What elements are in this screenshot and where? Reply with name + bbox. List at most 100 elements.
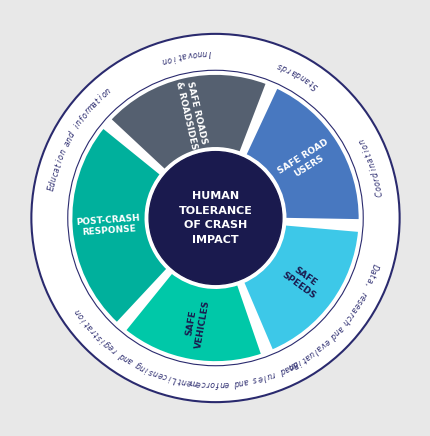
Text: o: o bbox=[290, 358, 299, 368]
Text: a: a bbox=[348, 305, 358, 314]
Text: s: s bbox=[95, 333, 104, 342]
Text: r: r bbox=[206, 379, 209, 388]
Circle shape bbox=[31, 34, 399, 402]
Text: SAFE ROAD
USERS: SAFE ROAD USERS bbox=[276, 137, 335, 185]
Text: n: n bbox=[286, 361, 295, 371]
Text: n: n bbox=[181, 376, 187, 386]
Text: n: n bbox=[122, 353, 130, 363]
Text: v: v bbox=[186, 49, 192, 59]
Wedge shape bbox=[124, 272, 262, 362]
Text: f: f bbox=[215, 379, 218, 388]
Text: e: e bbox=[185, 377, 191, 387]
Text: t: t bbox=[53, 163, 63, 168]
Text: HUMAN
TOLERANCE
OF CRASH
IMPACT: HUMAN TOLERANCE OF CRASH IMPACT bbox=[178, 191, 252, 245]
Text: i: i bbox=[55, 158, 64, 164]
Text: c: c bbox=[161, 371, 168, 381]
Text: t: t bbox=[92, 330, 101, 338]
Text: s: s bbox=[252, 375, 258, 384]
Text: o: o bbox=[286, 361, 294, 371]
Text: a: a bbox=[85, 322, 95, 332]
Text: o: o bbox=[100, 89, 109, 99]
Text: t: t bbox=[83, 319, 92, 327]
Text: t: t bbox=[307, 78, 315, 87]
Text: i: i bbox=[172, 53, 176, 62]
Text: e: e bbox=[350, 301, 361, 310]
Text: t: t bbox=[93, 97, 102, 105]
Text: e: e bbox=[321, 337, 330, 347]
Text: n: n bbox=[196, 48, 202, 58]
Text: a: a bbox=[89, 100, 99, 109]
Text: n: n bbox=[64, 135, 74, 143]
Text: i: i bbox=[369, 167, 378, 171]
Text: r: r bbox=[346, 310, 355, 317]
Text: t: t bbox=[176, 51, 181, 61]
Text: a: a bbox=[363, 276, 374, 284]
Text: o: o bbox=[56, 153, 66, 160]
Text: u: u bbox=[49, 176, 59, 183]
Text: R: R bbox=[290, 358, 299, 369]
Text: i: i bbox=[144, 364, 150, 374]
Text: n: n bbox=[74, 119, 84, 128]
Text: C: C bbox=[374, 190, 384, 197]
Circle shape bbox=[149, 152, 281, 284]
Wedge shape bbox=[242, 224, 359, 351]
Text: a: a bbox=[313, 343, 323, 353]
Text: a: a bbox=[302, 351, 311, 361]
Text: n: n bbox=[160, 55, 168, 65]
Text: a: a bbox=[52, 167, 61, 174]
Text: e: e bbox=[106, 342, 115, 352]
Text: r: r bbox=[111, 345, 118, 354]
Text: l: l bbox=[311, 347, 318, 355]
Text: E: E bbox=[47, 185, 57, 192]
Text: r: r bbox=[371, 176, 381, 181]
Text: u: u bbox=[306, 348, 315, 358]
Text: s: s bbox=[353, 297, 363, 305]
Text: t: t bbox=[299, 354, 306, 363]
Text: o: o bbox=[80, 111, 90, 120]
Text: n: n bbox=[74, 307, 83, 317]
Text: r: r bbox=[358, 290, 367, 296]
Text: n: n bbox=[219, 379, 224, 388]
Text: t: t bbox=[366, 273, 375, 279]
Text: m: m bbox=[189, 378, 197, 388]
Text: h: h bbox=[340, 316, 350, 326]
Text: o: o bbox=[166, 54, 172, 64]
Text: d: d bbox=[117, 350, 126, 361]
Text: m: m bbox=[85, 102, 97, 114]
Wedge shape bbox=[244, 87, 359, 221]
Text: D: D bbox=[368, 262, 378, 271]
Text: o: o bbox=[191, 49, 197, 58]
Text: d: d bbox=[233, 378, 239, 388]
Text: r: r bbox=[270, 369, 276, 378]
Text: i: i bbox=[362, 148, 371, 153]
Text: a: a bbox=[282, 363, 290, 373]
Text: S: S bbox=[310, 81, 319, 91]
Text: n: n bbox=[103, 86, 113, 96]
Text: l: l bbox=[261, 372, 266, 381]
Text: ,: , bbox=[362, 282, 371, 287]
Text: a: a bbox=[242, 376, 248, 386]
Text: o: o bbox=[373, 185, 383, 192]
Text: d: d bbox=[280, 62, 288, 72]
Text: i: i bbox=[167, 373, 172, 382]
Text: e: e bbox=[195, 378, 200, 388]
Text: e: e bbox=[255, 373, 262, 383]
Text: r: r bbox=[286, 65, 292, 74]
Text: SAFE
VEHICLES: SAFE VEHICLES bbox=[182, 297, 211, 349]
Text: c: c bbox=[343, 313, 353, 322]
Text: r: r bbox=[83, 108, 92, 116]
Text: e: e bbox=[224, 379, 229, 388]
Text: a: a bbox=[365, 156, 375, 164]
Text: i: i bbox=[295, 357, 302, 366]
Text: t: t bbox=[177, 375, 181, 385]
Text: d: d bbox=[293, 69, 302, 79]
Text: g: g bbox=[102, 339, 112, 349]
Text: d: d bbox=[67, 131, 77, 140]
Text: n: n bbox=[237, 377, 243, 387]
Text: f: f bbox=[78, 115, 86, 123]
Text: n: n bbox=[357, 137, 367, 146]
Text: POST-CRASH
RESPONSE: POST-CRASH RESPONSE bbox=[76, 213, 141, 238]
Text: d: d bbox=[48, 181, 58, 187]
Text: o: o bbox=[209, 379, 215, 388]
Text: o: o bbox=[372, 181, 382, 187]
